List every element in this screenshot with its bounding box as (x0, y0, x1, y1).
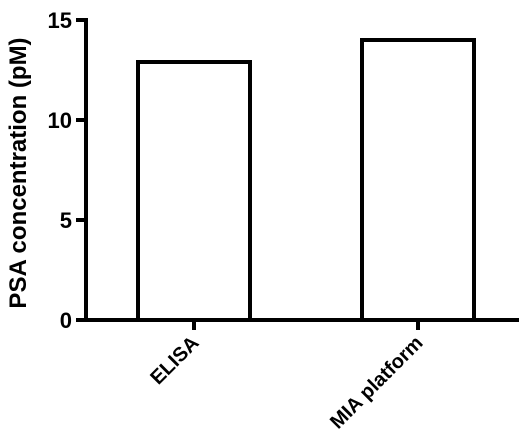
y-axis-ticks: 0 5 10 15 (48, 8, 86, 333)
bars (136, 38, 476, 322)
y-axis-label: PSA concentration (pM) (5, 37, 32, 308)
y-tick-label: 5 (60, 208, 72, 233)
x-tick-label: MIA platform (326, 332, 427, 433)
x-axis-ticks: ELISA MIA platform (146, 320, 428, 433)
bar-elisa (136, 60, 252, 322)
bar-mia-platform (360, 38, 476, 322)
y-tick-label: 0 (60, 308, 72, 333)
y-tick-label: 15 (48, 8, 72, 33)
y-tick-label: 10 (48, 108, 72, 133)
x-tick-label: ELISA (146, 332, 203, 389)
